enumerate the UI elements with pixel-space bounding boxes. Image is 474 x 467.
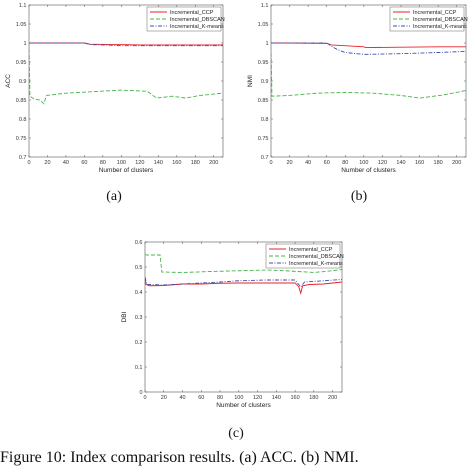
legend-entry: Incremental_CCP bbox=[413, 10, 457, 16]
x-tick-label: 100 bbox=[117, 160, 126, 166]
figure-caption: Figure 10: Index comparison results. (a)… bbox=[0, 449, 359, 466]
y-tick-label: 1.05 bbox=[258, 22, 269, 28]
chart-panel-1: 0 20 40 60 80 100 120 140 160 180 200 0.7 0.75 0.8 0.8… bbox=[5, 3, 225, 174]
x-tick-label: 60 bbox=[81, 160, 87, 166]
y-axis-label: DBI bbox=[121, 311, 128, 322]
y-tick-label: 1.1 bbox=[261, 3, 269, 9]
panel-label-b: (b) bbox=[351, 189, 368, 204]
x-tick-label: 140 bbox=[396, 160, 405, 166]
y-tick-label: 0.6 bbox=[135, 240, 143, 246]
x-tick-label: 180 bbox=[434, 160, 443, 166]
y-tick-label: 0.75 bbox=[16, 136, 27, 142]
x-tick-label: 200 bbox=[328, 395, 337, 401]
y-tick-label: 0.3 bbox=[135, 315, 143, 321]
x-axis-label: Number of clusters bbox=[99, 167, 154, 174]
x-tick-label: 200 bbox=[452, 160, 461, 166]
chart-panel-3: 0 20 40 60 80 100 120 140 160 180 200 0 0.1 0.2 0.3 0.4… bbox=[121, 240, 344, 409]
x-tick-label: 20 bbox=[44, 160, 50, 166]
series-line-incremental-dbscan bbox=[145, 254, 342, 273]
series-line-incremental-ccp bbox=[145, 276, 342, 295]
panel-label-c: (c) bbox=[228, 426, 244, 441]
x-tick-label: 160 bbox=[291, 395, 300, 401]
legend-entry: Incremental_K-means bbox=[289, 261, 343, 267]
x-tick-label: 140 bbox=[272, 395, 281, 401]
y-tick-label: 0.8 bbox=[261, 117, 269, 123]
x-tick-label: 20 bbox=[161, 395, 167, 401]
y-tick-label: 0.1 bbox=[135, 365, 143, 371]
x-tick-label: 0 bbox=[27, 160, 30, 166]
x-tick-label: 120 bbox=[253, 395, 262, 401]
legend-box bbox=[146, 6, 222, 32]
x-axis-label: Number of clusters bbox=[341, 167, 396, 174]
legend-entry: Incremental_K-means bbox=[170, 24, 224, 30]
y-tick-label: 1.1 bbox=[19, 3, 27, 9]
legend: Incremental_CCPIncremental_DBSCANIncreme… bbox=[146, 6, 225, 32]
x-tick-label: 160 bbox=[415, 160, 424, 166]
y-axis-label: ACC bbox=[5, 74, 12, 88]
x-tick-label: 100 bbox=[234, 395, 243, 401]
y-tick-label: 1 bbox=[23, 41, 26, 47]
series-line-incremental-k-means bbox=[145, 276, 342, 288]
y-tick-label: 0.75 bbox=[258, 136, 269, 142]
x-tick-label: 0 bbox=[269, 160, 272, 166]
x-tick-label: 20 bbox=[287, 160, 293, 166]
legend-entry: Incremental_K-means bbox=[413, 24, 467, 30]
y-tick-label: 0.85 bbox=[16, 98, 27, 104]
series-line-incremental-dbscan bbox=[271, 46, 466, 99]
chart-panel-2: 0 20 40 60 80 100 120 140 160 180 200 0.7 0.75 0.8 0.8… bbox=[247, 3, 468, 174]
y-tick-label: 1.05 bbox=[16, 22, 27, 28]
y-tick-label: 0.7 bbox=[261, 155, 269, 161]
y-tick-label: 0.5 bbox=[135, 265, 143, 271]
series-line-incremental-dbscan bbox=[29, 42, 223, 105]
x-tick-label: 200 bbox=[209, 160, 218, 166]
x-tick-label: 80 bbox=[217, 395, 223, 401]
legend: Incremental_CCPIncremental_DBSCANIncreme… bbox=[389, 6, 468, 32]
x-tick-label: 80 bbox=[100, 160, 106, 166]
y-tick-label: 0.95 bbox=[258, 60, 269, 66]
y-tick-label: 0.8 bbox=[19, 117, 27, 123]
y-axis-label: NMI bbox=[247, 75, 254, 87]
series-line-incremental-ccp bbox=[29, 42, 223, 46]
y-tick-label: 0.95 bbox=[16, 60, 27, 66]
panel-label-a: (a) bbox=[106, 189, 122, 204]
series-line-incremental-k-means bbox=[29, 42, 223, 47]
y-tick-label: 0.7 bbox=[19, 155, 27, 161]
x-tick-label: 60 bbox=[198, 395, 204, 401]
x-tick-label: 100 bbox=[359, 160, 368, 166]
x-tick-label: 40 bbox=[179, 395, 185, 401]
y-tick-label: 0.85 bbox=[258, 98, 269, 104]
x-tick-label: 180 bbox=[309, 395, 318, 401]
legend-entry: Incremental_DBSCAN bbox=[413, 17, 468, 23]
x-tick-label: 180 bbox=[191, 160, 200, 166]
x-axis-label: Number of clusters bbox=[216, 402, 271, 409]
x-tick-label: 120 bbox=[135, 160, 144, 166]
x-tick-label: 80 bbox=[342, 160, 348, 166]
y-tick-label: 0 bbox=[139, 390, 142, 396]
legend-entry: Incremental_CCP bbox=[289, 247, 333, 253]
y-tick-label: 0.2 bbox=[135, 340, 143, 346]
x-tick-label: 40 bbox=[63, 160, 69, 166]
x-tick-label: 120 bbox=[378, 160, 387, 166]
x-tick-label: 140 bbox=[154, 160, 163, 166]
series-line-incremental-ccp bbox=[271, 42, 466, 49]
x-tick-label: 160 bbox=[172, 160, 181, 166]
legend: Incremental_CCPIncremental_DBSCANIncreme… bbox=[265, 243, 344, 269]
series-line-incremental-k-means bbox=[271, 42, 466, 55]
legend-entry: Incremental_CCP bbox=[170, 10, 214, 16]
x-tick-label: 60 bbox=[324, 160, 330, 166]
y-tick-label: 0.9 bbox=[261, 79, 269, 85]
legend-entry: Incremental_DBSCAN bbox=[170, 17, 225, 23]
y-tick-label: 1 bbox=[265, 41, 268, 47]
y-tick-label: 0.4 bbox=[135, 290, 143, 296]
y-tick-label: 0.9 bbox=[19, 79, 27, 85]
x-tick-label: 40 bbox=[305, 160, 311, 166]
x-tick-label: 0 bbox=[143, 395, 146, 401]
legend-entry: Incremental_DBSCAN bbox=[289, 254, 344, 260]
